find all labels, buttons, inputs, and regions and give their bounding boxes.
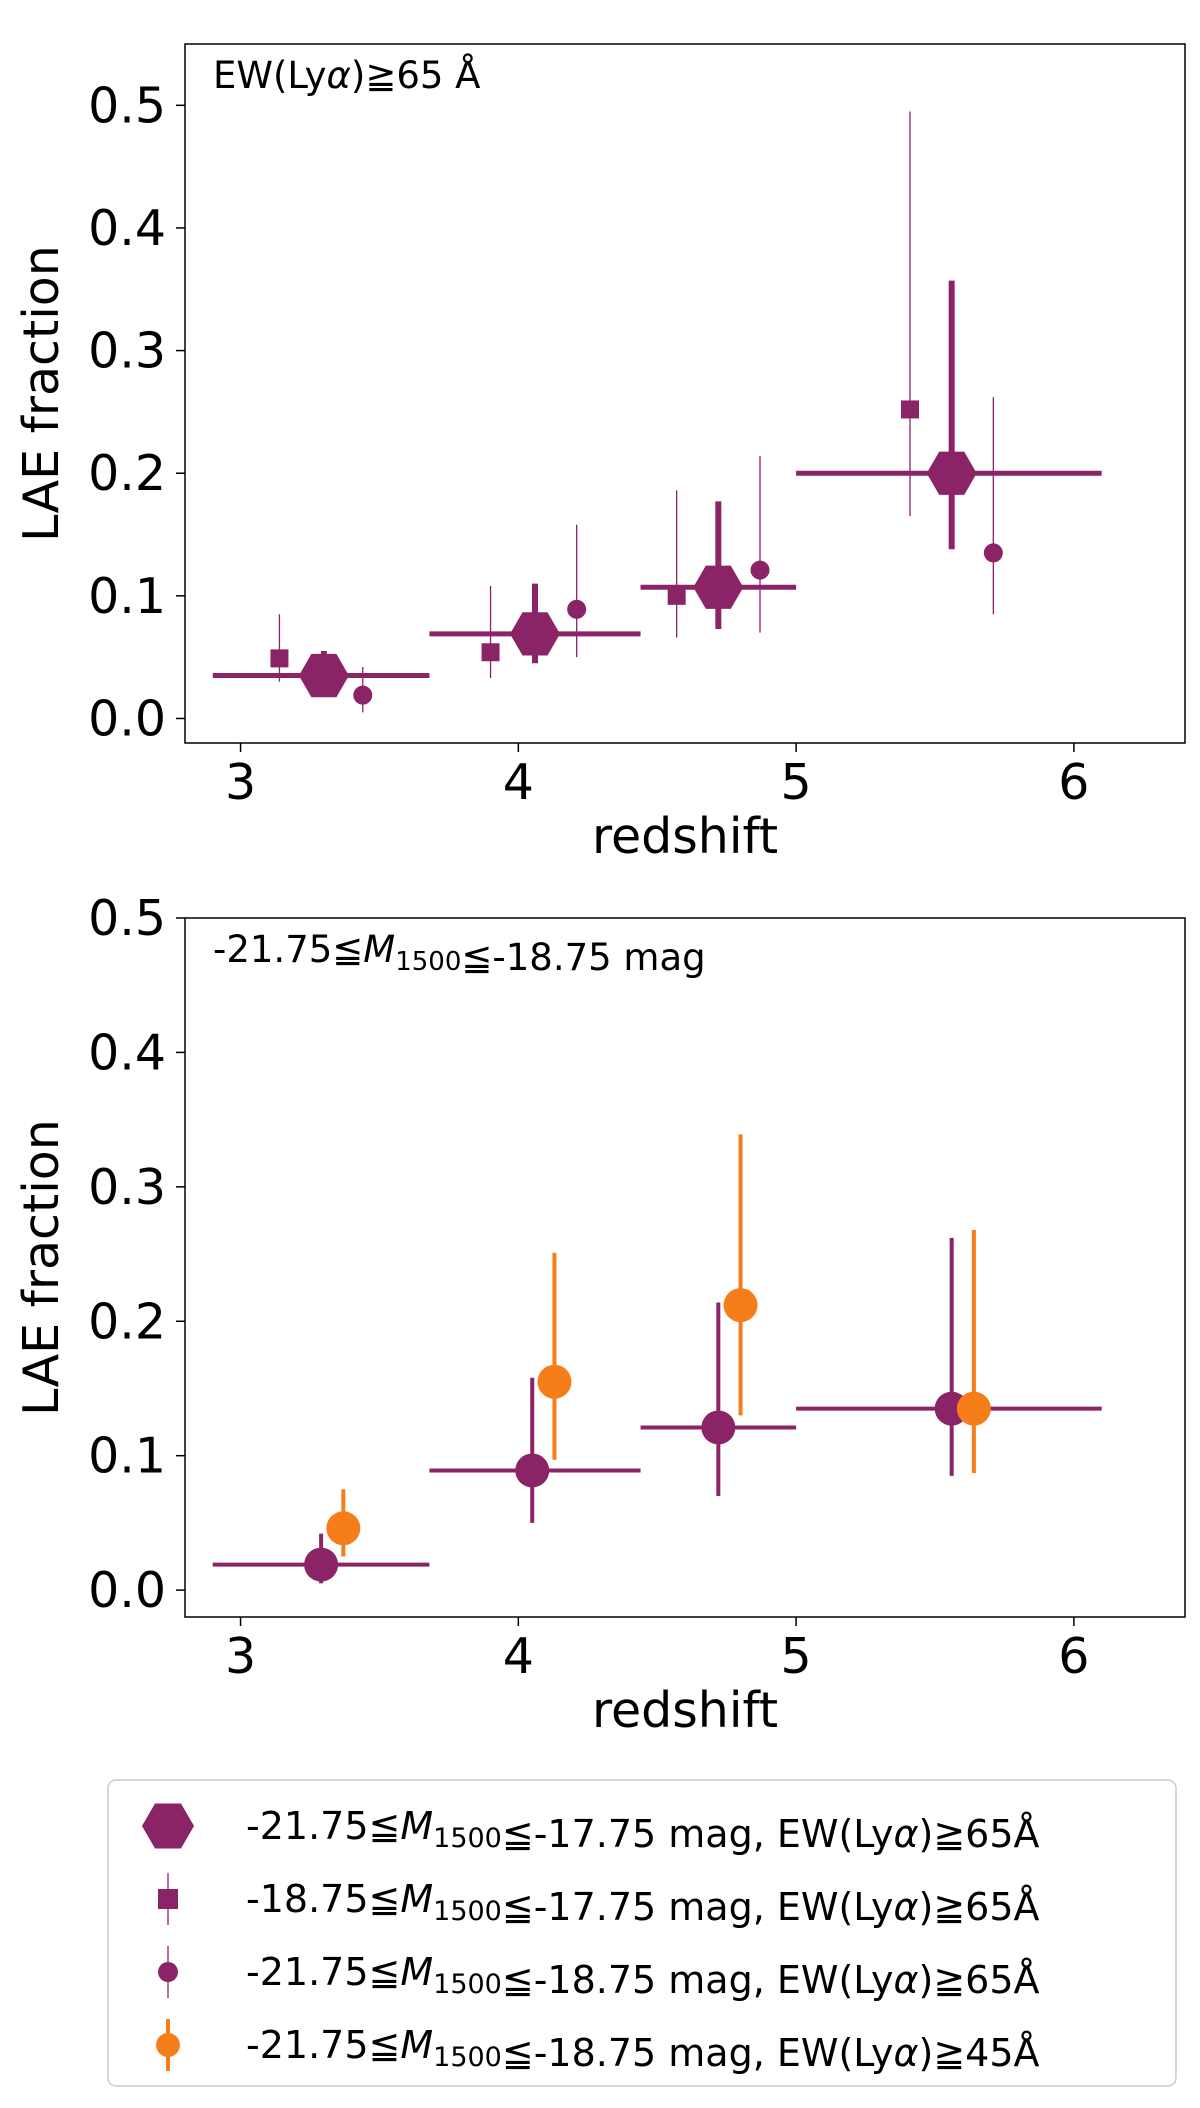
y-tick-label: 0.1 [88, 568, 166, 625]
y-tick-label: 0.1 [88, 1428, 166, 1485]
data-point [515, 1453, 550, 1488]
x-tick-label: 6 [1058, 754, 1089, 811]
legend-marker [158, 1889, 178, 1909]
x-tick-label: 5 [781, 1628, 812, 1685]
y-tick-label: 0.3 [88, 323, 166, 380]
y-tick-label: 0.4 [88, 1024, 166, 1081]
data-point [304, 1547, 339, 1582]
legend-marker [142, 1803, 194, 1849]
legend: -21.75≦M1500≦-17.75 mag, EW(Lyα)≧65Å -18.… [107, 1779, 1177, 2087]
x-tick-label: 4 [503, 1628, 534, 1685]
data-point [926, 451, 977, 495]
legend-label: -18.75≦M1500≦-17.75 mag, EW(Lyα)≧65Å [246, 1877, 1040, 1929]
x-tick-label: 5 [781, 754, 812, 811]
y-tick-label: 0.4 [88, 200, 166, 257]
top-panel: 3 4 5 6 0.0 0.1 0.2 0.3 0.4 0.5 redshift LAE fracti… [13, 43, 1186, 865]
panel-annotation: -21.75≦M1500≦-18.75 mag [213, 928, 706, 979]
data-point [701, 1410, 736, 1445]
legend-label: -21.75≦M1500≦-18.75 mag, EW(Lyα)≧45Å [246, 2023, 1040, 2075]
legend-item: -18.75≦M1500≦-17.75 mag, EW(Lyα)≧65Å [158, 1873, 1040, 1929]
y-tick-label: 0.0 [88, 690, 166, 747]
x-axis-label: redshift [592, 1682, 778, 1739]
data-point [353, 685, 373, 705]
y-axis-label: LAE fraction [13, 245, 70, 542]
y-tick-label: 0.2 [88, 445, 166, 502]
data-point [270, 649, 289, 668]
x-tick-label: 3 [225, 754, 256, 811]
data-point [956, 1391, 991, 1426]
x-tick-label: 6 [1058, 1628, 1089, 1685]
legend-label: -21.75≦M1500≦-17.75 mag, EW(Lyα)≧65Å [246, 1804, 1040, 1856]
x-tick-label: 4 [503, 754, 534, 811]
y-tick-label: 0.3 [88, 1159, 166, 1216]
legend-marker [156, 2033, 180, 2057]
y-tick-label: 0.5 [88, 77, 166, 134]
data-point [298, 653, 349, 698]
data-point [667, 586, 686, 605]
legend-item: -21.75≦M1500≦-18.75 mag, EW(Lyα)≧45Å [156, 2019, 1040, 2075]
data-point [481, 643, 500, 662]
data-point [983, 543, 1003, 563]
legend-label: -21.75≦M1500≦-18.75 mag, EW(Lyα)≧65Å [246, 1950, 1040, 2002]
panel-annotation: EW(Lyα)≧65 Å [213, 53, 481, 97]
y-axis-label: LAE fraction [13, 1119, 70, 1416]
y-tick-label: 0.2 [88, 1293, 166, 1350]
data-point [510, 612, 560, 656]
y-tick-label: 0.0 [88, 1562, 166, 1619]
data-point [537, 1364, 572, 1399]
plot-frame [184, 917, 1186, 1618]
bottom-panel: 3 4 5 6 0.0 0.1 0.2 0.3 0.4 0.5 redshift LAE fracti… [13, 890, 1186, 1739]
x-tick-label: 3 [225, 1628, 256, 1685]
data-point [326, 1511, 361, 1546]
legend-marker [158, 1962, 178, 1982]
data-point [723, 1288, 758, 1323]
data-point [901, 400, 919, 419]
data-point [567, 599, 587, 619]
legend-item: -21.75≦M1500≦-17.75 mag, EW(Lyα)≧65Å [142, 1803, 1040, 1856]
data-point [750, 560, 770, 580]
legend-box [107, 1779, 1177, 2087]
y-tick-label: 0.5 [88, 890, 166, 947]
data-point [693, 565, 744, 609]
plot-frame [184, 43, 1186, 744]
legend-item: -21.75≦M1500≦-18.75 mag, EW(Lyα)≧65Å [158, 1946, 1040, 2002]
x-axis-label: redshift [592, 808, 778, 865]
